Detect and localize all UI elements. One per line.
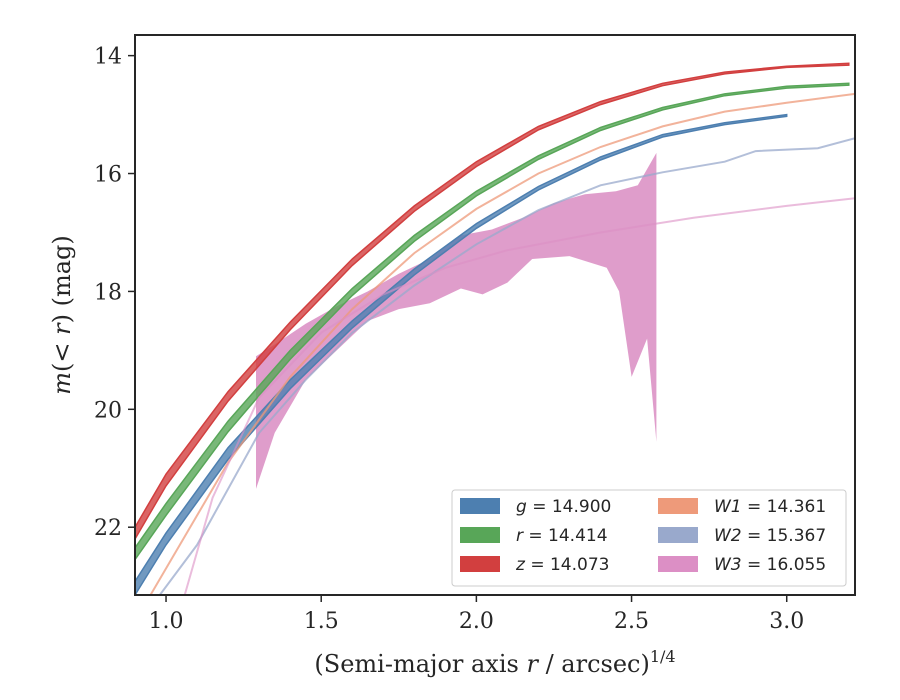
legend-label: W1 = 14.361 (714, 497, 826, 517)
x-tick-label: 3.0 (769, 609, 804, 634)
x-tick-label: 2.0 (459, 609, 494, 634)
y-tick-label: 14 (94, 45, 122, 70)
y-tick-label: 22 (94, 516, 122, 541)
series-w1-line (149, 92, 855, 595)
legend-swatch (460, 498, 500, 514)
legend-swatch (658, 498, 698, 514)
y-tick-label: 20 (94, 398, 122, 423)
legend-swatch (460, 556, 500, 572)
x-axis-label: (Semi-major axis r / arcsec)1/4 (314, 647, 675, 678)
legend-label: W3 = 16.055 (714, 555, 826, 575)
x-tick-label: 2.5 (614, 609, 649, 634)
legend-label: r = 14.414 (516, 526, 608, 546)
series-w2-line (158, 137, 855, 595)
series-z-band (135, 62, 850, 541)
legend-swatch (658, 556, 698, 572)
x-tick-label: 1.5 (304, 609, 339, 634)
ticks-layer: 1.0 1.5 2.0 2.5 3.0 14 16 18 20 22 (94, 45, 804, 634)
series-w3-line (183, 197, 855, 595)
legend-swatch (460, 527, 500, 543)
legend-swatch (658, 527, 698, 543)
plot-frame (134, 34, 856, 596)
x-tick-label: 1.0 (149, 609, 184, 634)
series-r-band (135, 82, 850, 561)
series-w3-band (256, 152, 657, 489)
legend: g = 14.900 W1 = 14.361 r = 14.414 W2 = 15.3… (451, 489, 847, 587)
legend-label: g = 14.900 (516, 497, 611, 517)
y-tick-label: 16 (94, 163, 122, 188)
series-g-band (135, 113, 788, 595)
legend-frame (451, 489, 847, 587)
series-layer (135, 62, 855, 595)
y-axis-label: m(< r) (mag) (48, 235, 76, 395)
legend-label: W2 = 15.367 (714, 526, 826, 546)
y-tick-label: 18 (94, 280, 122, 305)
legend-label: z = 14.073 (515, 555, 609, 575)
